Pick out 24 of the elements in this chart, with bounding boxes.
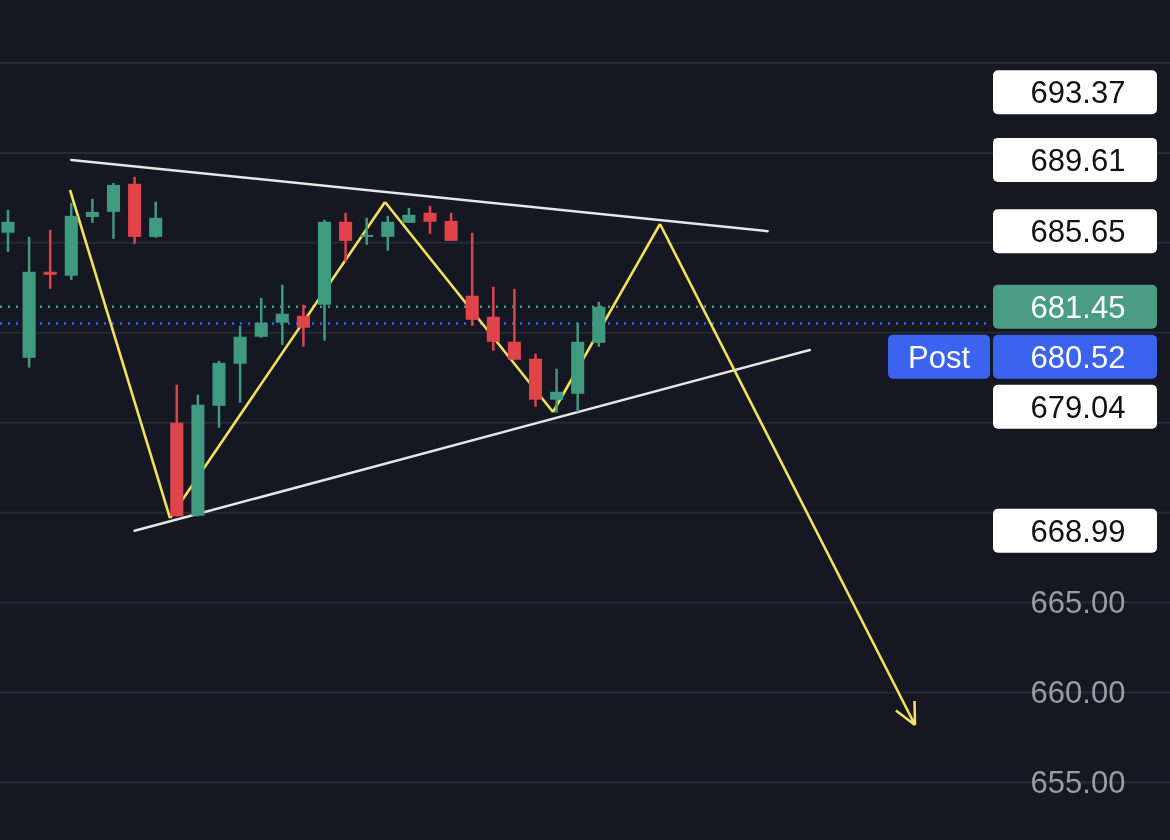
candlestick bbox=[296, 303, 310, 349]
candlestick bbox=[43, 228, 57, 291]
candlestick bbox=[444, 211, 458, 243]
y-tick-label: 655.00 bbox=[1030, 765, 1126, 801]
text: 680.52 bbox=[1030, 339, 1126, 375]
candlestick bbox=[149, 200, 163, 240]
candlestick bbox=[254, 296, 268, 340]
y-tick-label: 665.00 bbox=[1030, 585, 1126, 621]
ref-line-label: Post bbox=[907, 339, 971, 375]
candlestick bbox=[339, 211, 353, 264]
candlestick bbox=[85, 197, 99, 225]
candlestick bbox=[1, 208, 15, 254]
text: 689.61 bbox=[1030, 142, 1126, 178]
text: 668.99 bbox=[1030, 513, 1126, 549]
candlestick bbox=[381, 214, 395, 252]
y-tick-label: 660.00 bbox=[1030, 675, 1126, 711]
candlestick bbox=[423, 204, 437, 236]
text: 679.04 bbox=[1030, 389, 1126, 425]
text: 685.65 bbox=[1030, 213, 1126, 249]
text: 681.45 bbox=[1030, 289, 1126, 325]
candlestick bbox=[550, 367, 564, 414]
candlestick bbox=[360, 216, 374, 247]
text: 693.37 bbox=[1030, 75, 1126, 111]
candlestick bbox=[507, 287, 521, 361]
